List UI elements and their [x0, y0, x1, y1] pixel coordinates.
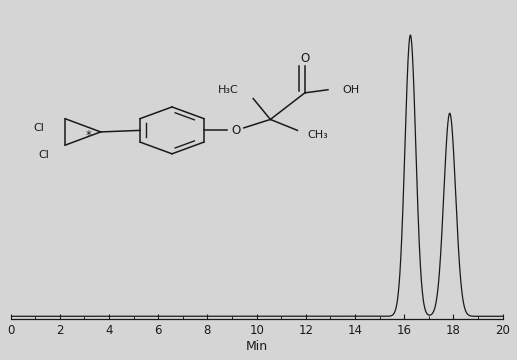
Text: Cl: Cl	[38, 149, 49, 159]
Text: CH₃: CH₃	[307, 130, 328, 140]
Text: OH: OH	[343, 85, 360, 95]
Text: Cl: Cl	[33, 123, 44, 133]
Text: O: O	[300, 52, 310, 65]
Text: *: *	[85, 129, 92, 141]
Text: O: O	[231, 124, 240, 137]
Text: H₃C: H₃C	[218, 85, 238, 95]
X-axis label: Min: Min	[246, 340, 268, 353]
